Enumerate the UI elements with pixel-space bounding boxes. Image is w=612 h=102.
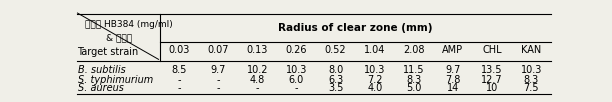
Text: 9.7: 9.7 <box>446 65 461 75</box>
Text: 3.5: 3.5 <box>328 83 343 93</box>
Text: 13.5: 13.5 <box>482 65 503 75</box>
Text: 10.2: 10.2 <box>247 65 268 75</box>
Text: 1.04: 1.04 <box>364 45 386 55</box>
Text: S. typhimurium: S. typhimurium <box>78 75 154 85</box>
Text: 8.3: 8.3 <box>406 75 422 85</box>
Text: KAN: KAN <box>521 45 542 55</box>
Text: 0.13: 0.13 <box>247 45 268 55</box>
Text: 10.3: 10.3 <box>286 65 307 75</box>
Text: 0.26: 0.26 <box>286 45 307 55</box>
Text: 2.08: 2.08 <box>403 45 425 55</box>
Text: & 항생제: & 항생제 <box>106 33 132 42</box>
Text: B. subtilis: B. subtilis <box>78 65 126 75</box>
Text: -: - <box>295 83 298 93</box>
Text: 9.7: 9.7 <box>211 65 226 75</box>
Text: Radius of clear zone (mm): Radius of clear zone (mm) <box>278 23 433 33</box>
Text: 7.5: 7.5 <box>523 83 539 93</box>
Text: 7.8: 7.8 <box>446 75 461 85</box>
Text: 6.3: 6.3 <box>328 75 343 85</box>
Text: 6.0: 6.0 <box>289 75 304 85</box>
Text: 0.52: 0.52 <box>325 45 346 55</box>
Text: 10.3: 10.3 <box>364 65 386 75</box>
Text: 7.2: 7.2 <box>367 75 382 85</box>
Text: Target strain: Target strain <box>78 47 139 57</box>
Text: 10: 10 <box>486 83 498 93</box>
Text: -: - <box>177 83 181 93</box>
Text: AMP: AMP <box>442 45 463 55</box>
Text: S. aureus: S. aureus <box>78 83 124 93</box>
Text: -: - <box>177 75 181 85</box>
Text: 11.5: 11.5 <box>403 65 425 75</box>
Text: 8.0: 8.0 <box>328 65 343 75</box>
Text: -: - <box>256 83 259 93</box>
Text: CHL: CHL <box>482 45 502 55</box>
Text: 0.07: 0.07 <box>207 45 229 55</box>
Text: 8.3: 8.3 <box>524 75 539 85</box>
Text: 10.3: 10.3 <box>521 65 542 75</box>
Text: 8.5: 8.5 <box>171 65 187 75</box>
Text: 4.0: 4.0 <box>367 83 382 93</box>
Text: 농도별 HB384 (mg/ml): 농도별 HB384 (mg/ml) <box>85 19 173 29</box>
Text: 0.03: 0.03 <box>168 45 190 55</box>
Text: -: - <box>217 75 220 85</box>
Text: 5.0: 5.0 <box>406 83 422 93</box>
Text: 4.8: 4.8 <box>250 75 265 85</box>
Text: 12.7: 12.7 <box>481 75 503 85</box>
Text: -: - <box>217 83 220 93</box>
Text: 14: 14 <box>447 83 459 93</box>
